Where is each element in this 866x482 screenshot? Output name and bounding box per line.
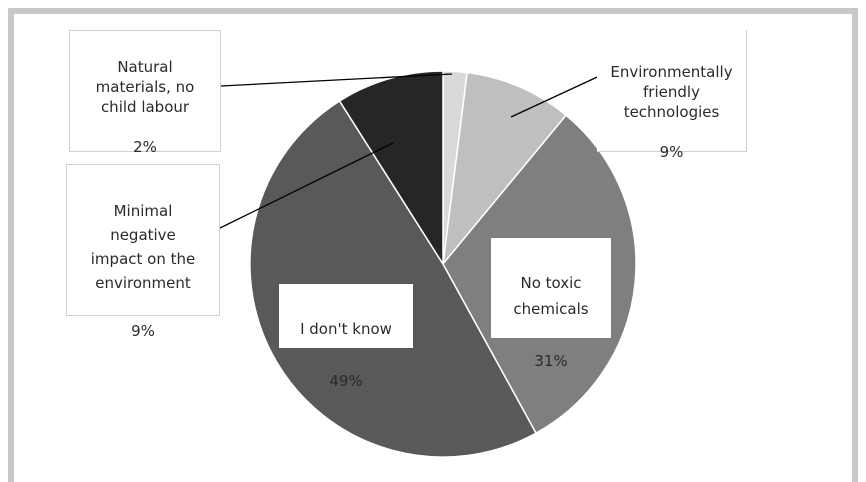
pie-slice-3 <box>249 100 537 458</box>
data-label-name: I don't know <box>300 320 392 338</box>
data-label-natural-materials: Natural materials, no child labour 2% <box>69 30 221 156</box>
callout-lines <box>219 71 609 229</box>
data-label-percent: 9% <box>659 143 684 161</box>
chart-frame-border-top <box>8 8 858 14</box>
data-label-name: Environmentally friendly technologies <box>610 63 733 121</box>
data-label-no-toxic-chemicals: No toxic chemicals 31% <box>491 238 611 370</box>
data-label-percent: 49% <box>329 372 363 390</box>
data-label-i-dont-know: I don't know 49% <box>279 284 413 390</box>
pie-slice-4 <box>338 70 444 267</box>
data-label-minimal-negative-impact: Minimal negative impact on the environme… <box>66 164 220 340</box>
callout-line-environmentally-friendly <box>510 71 609 118</box>
data-label-name: Natural materials, no child labour <box>95 58 195 116</box>
data-label-percent: 9% <box>131 322 155 340</box>
callout-line-minimal-negative-impact <box>219 142 394 229</box>
pie-slice-1 <box>441 71 568 267</box>
data-label-name: No toxic chemicals <box>513 274 589 318</box>
chart-frame-border-left <box>8 8 14 482</box>
data-label-name: Minimal negative impact on the environme… <box>90 202 196 292</box>
chart-frame-border-right <box>852 8 858 482</box>
data-label-environmentally-friendly: Environmentally friendly technologies 9% <box>597 30 747 161</box>
data-label-percent: 31% <box>534 352 568 370</box>
callout-line-natural-materials <box>220 73 453 87</box>
data-label-percent: 2% <box>133 138 157 156</box>
